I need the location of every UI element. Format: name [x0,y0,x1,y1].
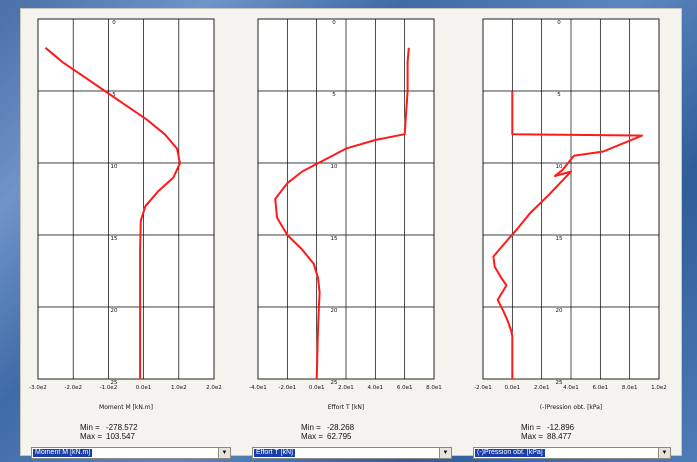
max-label: Max = [80,432,103,441]
x-tick-label: 0.0e1 [505,385,521,391]
max-value: 62.795 [327,432,352,441]
x-tick-label: 1.0e2 [651,385,667,391]
max-label: Max = [521,432,544,441]
y-tick-label: 25 [111,380,118,386]
min-value: -12.896 [547,423,575,432]
selected-option: Moment M [kN.m] [33,449,93,457]
x-tick-label: -2.0e1 [474,385,492,391]
max-value: 103.547 [106,432,135,441]
y-tick-label: 20 [556,308,563,314]
x-tick-label: -2.0e2 [64,385,82,391]
pression-selector[interactable]: (-)Pression obt. [kPa] ▼ [473,447,671,459]
effort-series-line [274,47,410,380]
y-tick-label: 15 [111,236,118,242]
pression-chart: -2.0e1 0.0e1 2.0e1 4.0e1 6.0e1 8.0e1 1.0e2 0 5 10… [474,18,667,411]
x-tick-label: 8.0e1 [426,385,442,391]
y-tick-label: 25 [331,380,338,386]
x-tick-label: 4.0e1 [368,385,384,391]
y-tick-label: 0 [112,20,116,26]
chevron-down-icon[interactable]: ▼ [439,448,451,458]
y-tick-label: 15 [556,236,563,242]
moment-selector[interactable]: Moment M [kN.m] ▼ [31,447,231,459]
x-tick-label: 2.0e1 [338,385,354,391]
min-value: -278.572 [106,423,138,432]
y-tick-label: 5 [332,92,336,98]
min-value: -28.268 [327,423,355,432]
x-tick-label: 0.0e1 [136,385,152,391]
selected-option: Effort T [kN] [254,449,295,457]
moment-max-stat: Max = 103.547 [80,432,135,441]
y-tick-label: 0 [332,20,336,26]
effort-max-stat: Max = 62.795 [301,432,351,441]
x-tick-label: -1.0e2 [100,385,118,391]
effort-x-axis-label: Effort T [kN] [328,404,365,411]
min-label: Min = [521,423,541,432]
effort-min-stat: Min = -28.268 [301,423,354,432]
y-tick-label: 5 [112,92,116,98]
chevron-down-icon[interactable]: ▼ [658,448,670,458]
min-label: Min = [301,423,321,432]
x-tick-label: 1.0e2 [171,385,187,391]
y-tick-label: 20 [331,308,338,314]
y-tick-label: 5 [557,92,561,98]
moment-chart: -3.0e2 -2.0e2 -1.0e2 0.0e1 1.0e2 2.0e2 0 5 10 15 2… [29,18,222,411]
y-tick-label: 10 [331,164,338,170]
selected-option: (-)Pression obt. [kPa] [475,449,545,457]
moment-x-axis-label: Moment M [kN.m] [99,404,153,411]
y-tick-label: 10 [556,164,563,170]
results-panel: -3.0e2 -2.0e2 -1.0e2 0.0e1 1.0e2 2.0e2 0 5 10 15 2… [20,8,682,459]
max-label: Max = [301,432,324,441]
y-tick-label: 0 [557,20,561,26]
x-tick-label: 6.0e1 [593,385,609,391]
x-tick-label: 4.0e1 [563,385,579,391]
pression-x-axis-label: (-)Pression obt. [kPa] [540,404,603,411]
effort-selector[interactable]: Effort T [kN] ▼ [252,447,452,459]
moment-min-stat: Min = -278.572 [80,423,138,432]
pression-min-stat: Min = -12.896 [521,423,574,432]
chevron-down-icon[interactable]: ▼ [218,448,230,458]
x-tick-label: 0.0e1 [309,385,325,391]
x-tick-label: -2.0e1 [279,385,297,391]
y-tick-label: 10 [111,164,118,170]
x-tick-label: 2.0e2 [206,385,222,391]
moment-plot-area [37,18,215,380]
y-tick-label: 25 [556,380,563,386]
y-tick-label: 20 [111,308,118,314]
effort-chart: -4.0e1 -2.0e1 0.0e1 2.0e1 4.0e1 6.0e1 8.0e1 0 5 1… [249,18,442,411]
x-tick-label: 6.0e1 [397,385,413,391]
pression-max-stat: Max = 88.477 [521,432,571,441]
x-tick-label: 8.0e1 [622,385,638,391]
moment-series-line [44,47,181,379]
x-tick-label: -4.0e1 [249,385,267,391]
y-tick-label: 15 [331,236,338,242]
max-value: 88.477 [547,432,572,441]
x-tick-label: 2.0e1 [534,385,550,391]
x-tick-label: -3.0e2 [29,385,47,391]
charts-area: -3.0e2 -2.0e2 -1.0e2 0.0e1 1.0e2 2.0e2 0 5 10 15 2… [29,18,667,411]
pression-series-line [492,91,644,379]
min-label: Min = [80,423,100,432]
